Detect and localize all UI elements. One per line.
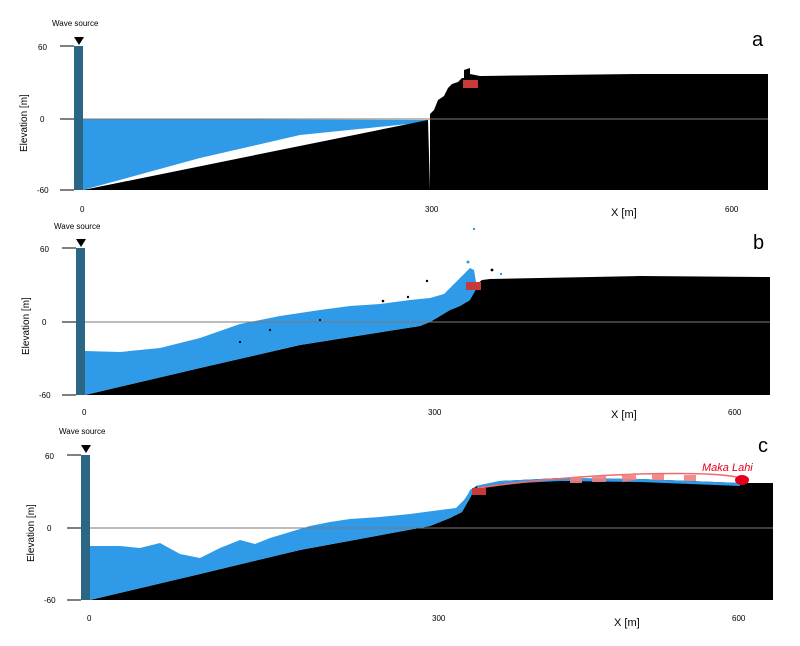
water-spray: [499, 272, 503, 276]
y-tick-label: 60: [45, 452, 54, 461]
panel-c: Maka Lahi Wave source 60 0 -60 Elevation…: [26, 427, 773, 629]
panel-a: Wave source 60 0 -60 Elevation [m] 0 300…: [19, 19, 768, 219]
y-axis-label: Elevation [m]: [26, 504, 37, 562]
debris: [621, 472, 637, 483]
water-spray: [472, 227, 476, 231]
debris: [652, 474, 664, 480]
y-tick-label: 60: [40, 245, 49, 254]
x-tick-label: 300: [432, 614, 446, 623]
y-tick-label: 60: [38, 43, 47, 52]
water-spray: [466, 260, 470, 264]
wave-source-block: [81, 455, 90, 600]
panel-letter: c: [758, 435, 768, 457]
x-tick-label: 600: [728, 408, 742, 417]
water-body: [85, 268, 478, 395]
maka-lahi-point: [735, 475, 749, 485]
y-tick-label: -60: [37, 186, 49, 195]
maka-lahi-label: Maka Lahi: [702, 462, 753, 474]
wave-source-arrow-icon: [76, 239, 86, 247]
y-tick-label: -60: [44, 596, 56, 605]
debris: [268, 328, 272, 332]
x-tick-label: 600: [725, 205, 739, 214]
wave-source-block: [76, 248, 85, 395]
panel-b: Wave source 60 0 -60 Elevation [m] 0 300…: [21, 222, 770, 421]
wave-source-arrow-icon: [74, 37, 84, 45]
runup-trace: [477, 472, 741, 489]
y-axis-label: Elevation [m]: [21, 297, 32, 355]
terrain: [85, 276, 770, 395]
water-body: [83, 119, 428, 190]
debris: [684, 475, 696, 481]
debris: [570, 477, 582, 483]
x-tick-label: 0: [80, 205, 85, 214]
terrain: [83, 68, 768, 190]
x-axis-label: X [m]: [611, 409, 637, 421]
time-label: time=0.0000E+00 s: [647, 176, 743, 188]
debris: [318, 318, 322, 322]
debris: [490, 268, 494, 272]
wave-source-label: Wave source: [59, 427, 106, 436]
site-marker: [463, 80, 478, 88]
debris: [592, 476, 606, 482]
debris: [425, 279, 429, 283]
x-tick-label: 300: [425, 205, 439, 214]
debris: [238, 340, 242, 344]
site-marker: [466, 282, 481, 290]
x-axis-label: X [m]: [614, 617, 640, 629]
wave-source-arrow-icon: [81, 445, 91, 453]
water-body: [90, 486, 476, 600]
debris: [381, 299, 385, 303]
debris: [406, 295, 410, 299]
panel-letter: a: [752, 29, 764, 51]
x-tick-label: 300: [428, 408, 442, 417]
terrain: [90, 478, 773, 600]
site-marker: [472, 488, 486, 495]
x-tick-label: 0: [82, 408, 87, 417]
y-tick-label: 0: [40, 115, 45, 124]
wave-source-block: [74, 46, 83, 190]
y-tick-label: -60: [39, 391, 51, 400]
y-tick-label: 0: [42, 318, 47, 327]
seabed: [83, 120, 430, 190]
y-tick-label: 0: [47, 524, 52, 533]
wave-source-label: Wave source: [52, 19, 99, 28]
y-axis-label: Elevation [m]: [19, 94, 30, 152]
x-tick-label: 0: [87, 614, 92, 623]
x-tick-label: 600: [732, 614, 746, 623]
wave-source-label: Wave source: [54, 222, 101, 231]
x-axis-label: X [m]: [611, 207, 637, 219]
panel-letter: b: [753, 232, 764, 254]
